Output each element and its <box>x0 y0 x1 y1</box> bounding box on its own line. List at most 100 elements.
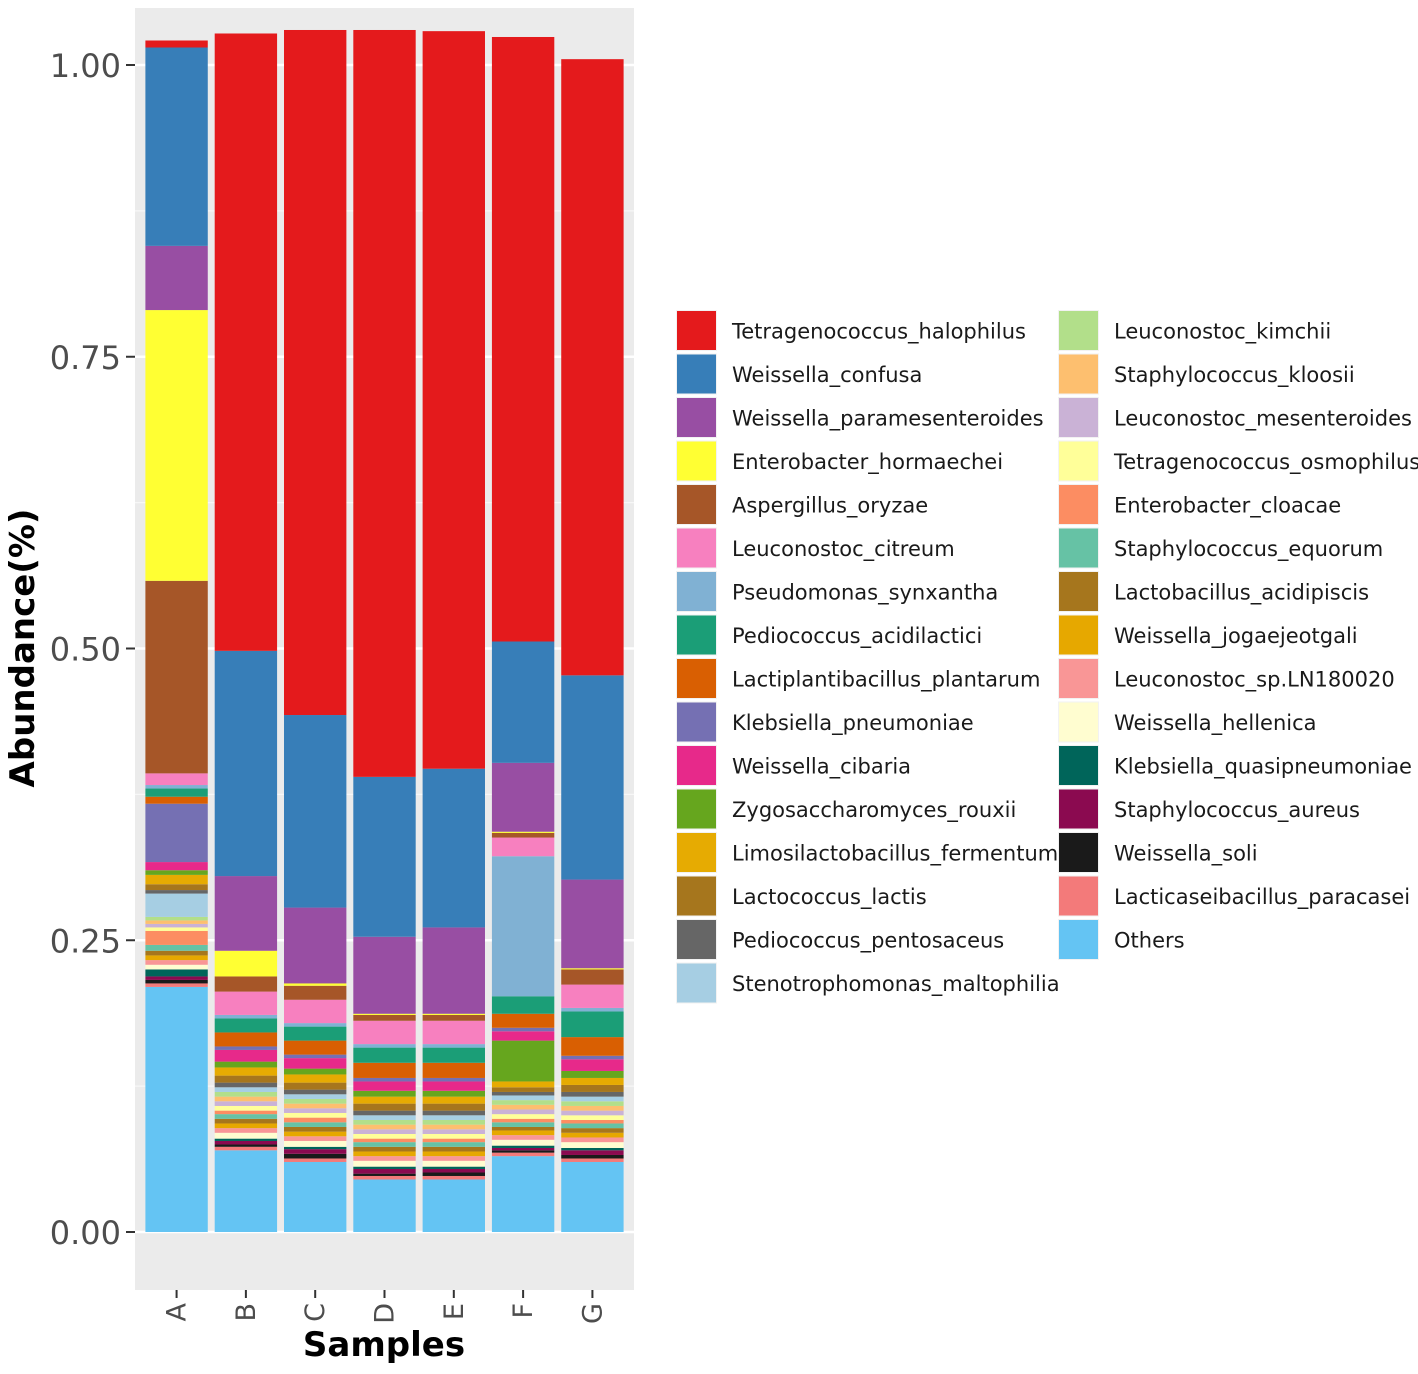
bar-segment-pediococcus-acidilactici <box>422 1047 485 1063</box>
legend-label: Tetragenococcus_halophilus <box>731 320 1026 345</box>
bar-segment-weissella-paramesenteroides <box>145 245 208 311</box>
bar-segment-limosilactobacillus-fermentum <box>214 1067 278 1076</box>
bar-segment-lacticaseibacillus-paracasei <box>214 1146 278 1151</box>
bar-segment-staphylococcus-kloosii <box>491 1104 555 1110</box>
bar-segment-limosilactobacillus-fermentum <box>284 1074 347 1083</box>
bar-segment-lacticaseibacillus-paracasei <box>284 1158 347 1162</box>
bar-segment-aspergillus-oryzae <box>491 832 555 838</box>
legend-swatch <box>677 963 716 1003</box>
bar-segment-weissella-hellenica <box>284 1140 347 1147</box>
legend-label: Staphylococcus_aureus <box>1114 798 1360 823</box>
y-tick-label: 0.50 <box>50 631 121 669</box>
bar-segment-leuconostoc-mesenteroides <box>214 1101 278 1106</box>
bar-segment-weissella-hellenica <box>561 1142 624 1148</box>
bar-segment-klebsiella-quasipneumoniae <box>561 1147 624 1151</box>
bar-segment-pediococcus-pentosaceus <box>353 1110 416 1116</box>
bar-segment-tetragenococcus-halophilus <box>422 31 485 769</box>
bar-segment-aspergillus-oryzae <box>145 580 208 774</box>
bar-segment-tetragenococcus-osmophilus <box>422 1133 485 1139</box>
bar-segment-pediococcus-pentosaceus <box>145 890 208 894</box>
bar-segment-lactiplantibacillus-plantarum <box>214 1032 278 1047</box>
y-tick-label: 1.00 <box>50 47 121 85</box>
bar-segment-weissella-cibaria <box>284 1058 347 1069</box>
bar-segment-leuconostoc-kimchii <box>491 1100 555 1105</box>
legend-entry-klebsiella-pneumoniae: Klebsiella_pneumoniae <box>676 701 974 743</box>
legend-label: Weissella_jogaejeotgali <box>1114 624 1358 649</box>
bar-segment-weissella-jogaejeotgali <box>353 1151 416 1157</box>
bar-segment-lactobacillus-acidipiscis <box>561 1128 624 1133</box>
bar-segment-tetragenococcus-osmophilus <box>561 1115 624 1120</box>
bar-segment-pediococcus-acidilactici <box>284 1026 347 1041</box>
legend-entry-pediococcus-pentosaceus: Pediococcus_pentosaceus <box>676 919 1004 960</box>
bar-segment-leuconostoc-mesenteroides <box>353 1129 416 1134</box>
legend-swatch <box>1059 876 1098 916</box>
legend-entry-lacticaseibacillus-paracasei: Lacticaseibacillus_paracasei <box>1058 875 1410 917</box>
bar-segment-staphylococcus-equorum <box>491 1122 555 1127</box>
bar-segment-weissella-confusa <box>284 715 347 908</box>
x-tick-label: E <box>439 1303 470 1320</box>
legend-entry-leuconostoc-citreum: Leuconostoc_citreum <box>676 527 955 569</box>
bar-segment-leuconostoc-citreum <box>561 984 624 1008</box>
legend-label: Weissella_cibaria <box>732 755 911 780</box>
y-tick-label: 0.00 <box>50 1214 121 1252</box>
bar-segment-weissella-jogaejeotgali <box>422 1151 485 1157</box>
bar-segment-pediococcus-pentosaceus <box>491 1091 555 1096</box>
legend-label: Stenotrophomonas_maltophilia <box>732 972 1060 997</box>
bar-segment-others <box>284 1161 347 1232</box>
bar-segment-staphylococcus-aureus <box>491 1147 555 1151</box>
bar-segment-stenotrophomonas-maltophilia <box>214 1087 278 1092</box>
bar-segment-klebsiella-pneumoniae <box>422 1077 485 1082</box>
bar-segment-weissella-paramesenteroides <box>561 879 624 969</box>
legend-swatch <box>677 920 716 959</box>
bar-segment-leuconostoc-sp-ln180020 <box>491 1135 555 1140</box>
bar-segment-enterobacter-cloacae <box>145 930 208 945</box>
legend-entry-aspergillus-oryzae: Aspergillus_oryzae <box>676 484 928 525</box>
bar-segment-weissella-cibaria <box>491 1031 555 1041</box>
bar-segment-weissella-paramesenteroides <box>284 907 347 984</box>
bar-segment-weissella-jogaejeotgali <box>491 1130 555 1136</box>
bar-segment-lactobacillus-acidipiscis <box>491 1126 555 1131</box>
bar-segment-staphylococcus-aureus <box>145 976 208 980</box>
bar-segment-tetragenococcus-halophilus <box>284 29 347 716</box>
bar-segment-lactobacillus-acidipiscis <box>353 1146 416 1152</box>
x-axis-title: Samples <box>303 1325 465 1365</box>
bar-segment-pseudomonas-synxantha <box>145 785 208 789</box>
bar-segment-limosilactobacillus-fermentum <box>561 1077 624 1085</box>
bar-segment-lacticaseibacillus-paracasei <box>561 1158 624 1162</box>
legend-label: Pediococcus_pentosaceus <box>732 929 1004 954</box>
legend-swatch <box>677 702 716 742</box>
bar-segment-enterobacter-cloacae <box>491 1118 555 1123</box>
bar-segment-enterobacter-hormaechei <box>422 1013 485 1015</box>
legend-entry-weissella-cibaria: Weissella_cibaria <box>676 745 911 786</box>
legend-entry-leuconostoc-sp-ln180020: Leuconostoc_sp.LN180020 <box>1058 658 1395 699</box>
bar-segment-tetragenococcus-halophilus <box>145 40 208 48</box>
legend-label: Leuconostoc_kimchii <box>1114 320 1331 345</box>
bar-segment-lactiplantibacillus-plantarum <box>145 796 208 804</box>
legend-entry-weissella-confusa: Weissella_confusa <box>676 353 922 395</box>
bar-segment-staphylococcus-aureus <box>214 1140 278 1145</box>
bar-segment-staphylococcus-equorum <box>145 944 208 951</box>
bar-segment-leuconostoc-citreum <box>353 1020 416 1045</box>
bar-segment-lacticaseibacillus-paracasei <box>422 1175 485 1180</box>
x-tick-label: F <box>508 1303 539 1319</box>
bar-segment-enterobacter-hormaechei <box>491 831 555 833</box>
bar-segment-leuconostoc-citreum <box>422 1020 485 1045</box>
bar-segment-lactobacillus-acidipiscis <box>422 1146 485 1152</box>
bar-segment-weissella-jogaejeotgali <box>284 1131 347 1137</box>
bar-segment-lactiplantibacillus-plantarum <box>353 1062 416 1078</box>
bar-segment-leuconostoc-mesenteroides <box>561 1110 624 1116</box>
bar-segment-leuconostoc-mesenteroides <box>491 1109 555 1115</box>
bar-segment-staphylococcus-equorum <box>561 1123 624 1129</box>
bar-segment-zygosaccharomyces-rouxii <box>214 1061 278 1068</box>
x-tick-label: A <box>162 1302 193 1321</box>
legend-label: Zygosaccharomyces_rouxii <box>732 798 1016 823</box>
legend-entry-leuconostoc-kimchii: Leuconostoc_kimchii <box>1058 310 1331 351</box>
bar-segment-tetragenococcus-osmophilus <box>491 1114 555 1119</box>
bar-segment-staphylococcus-equorum <box>214 1114 278 1119</box>
y-tick-label: 0.25 <box>50 922 121 960</box>
legend-label: Limosilactobacillus_fermentum <box>732 842 1058 867</box>
legend-swatch <box>1059 702 1098 742</box>
legend-swatch <box>677 833 716 872</box>
bar-segment-aspergillus-oryzae <box>214 976 278 992</box>
